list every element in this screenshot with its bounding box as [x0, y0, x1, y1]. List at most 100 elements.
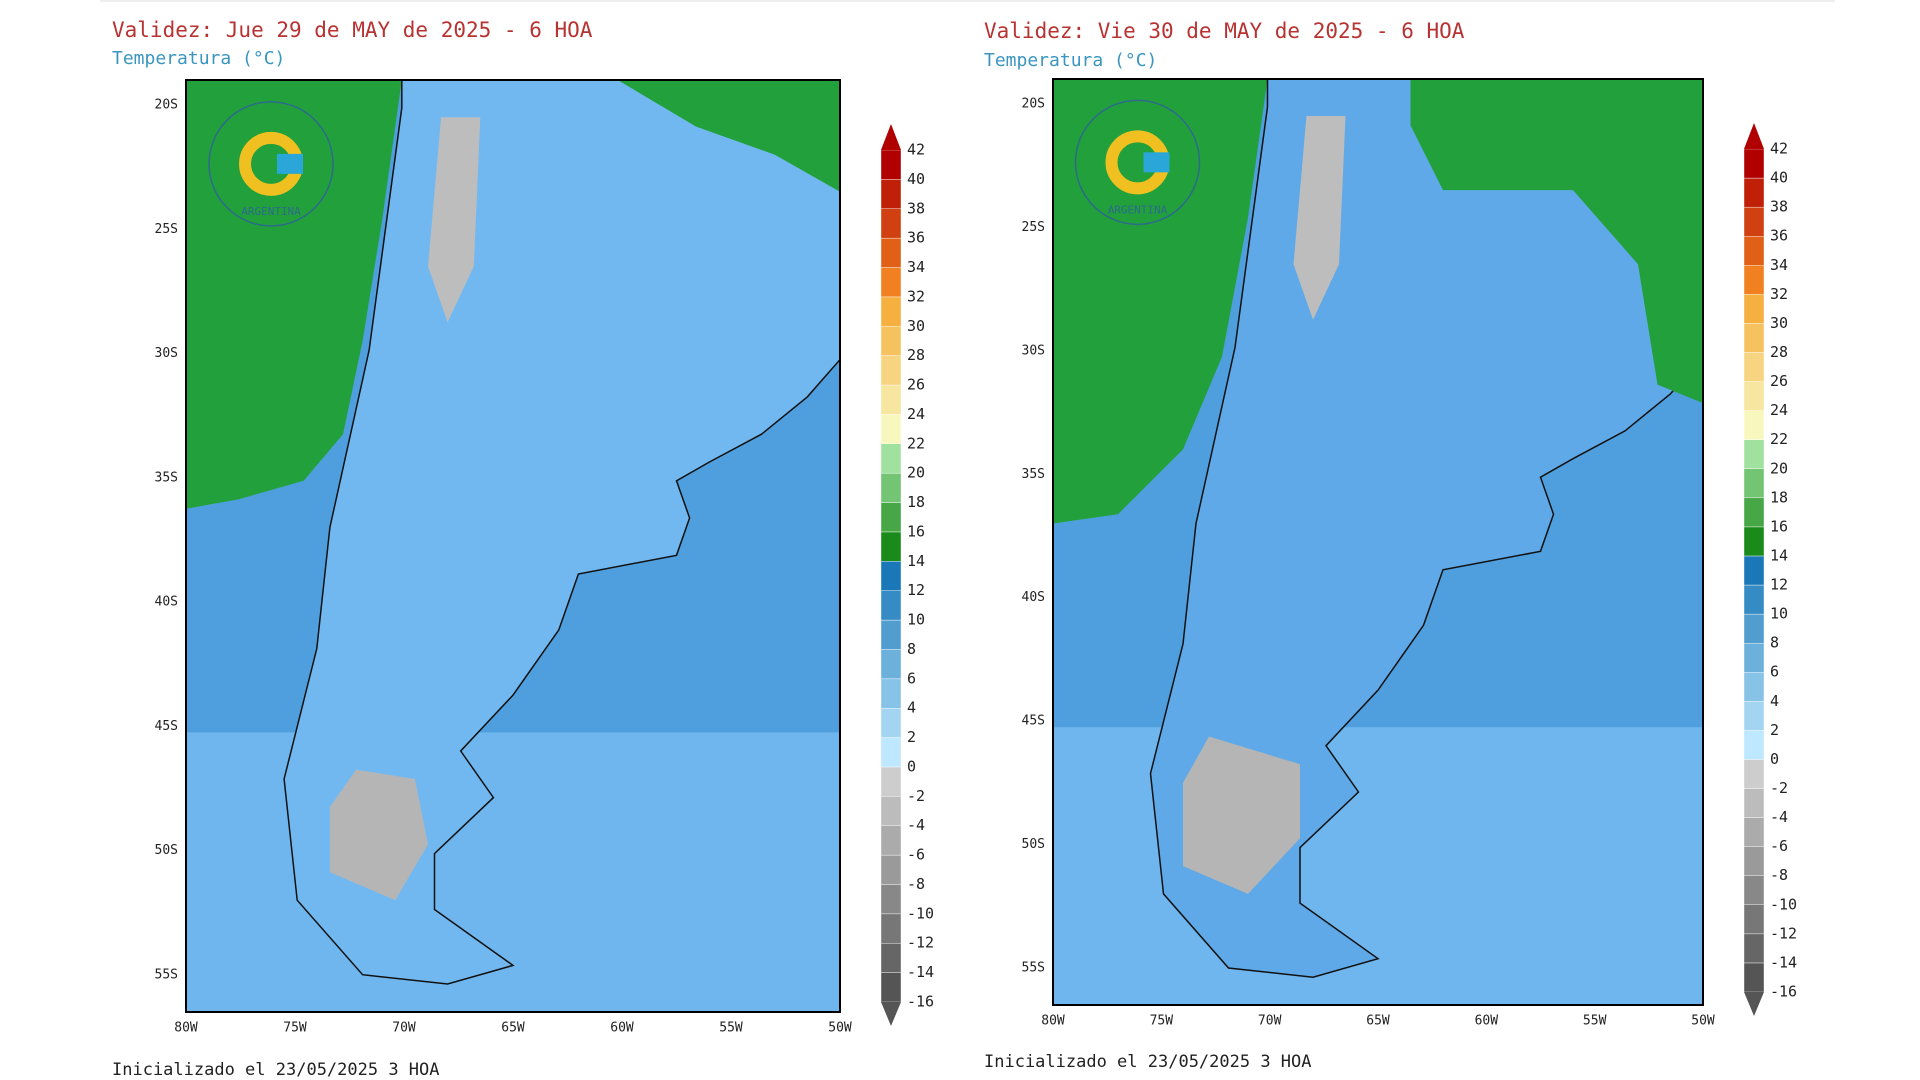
colorbar-box	[880, 678, 902, 709]
colorbar-box	[880, 267, 902, 298]
colorbar-label: 8	[907, 640, 916, 658]
colorbar-box	[1743, 352, 1765, 382]
colorbar-label: 30	[907, 317, 925, 335]
colorbar-box	[880, 502, 902, 533]
colorbar-label: 40	[907, 170, 925, 188]
lat-label: 35S	[155, 470, 178, 485]
colorbar-box	[880, 619, 902, 650]
colorbar-box	[880, 149, 902, 180]
colorbar-label: 18	[907, 493, 925, 511]
colorbar-bottom	[881, 1002, 901, 1026]
colorbar-box	[880, 943, 902, 973]
colorbar-box	[1743, 701, 1765, 731]
lat-label: 45S	[155, 719, 178, 734]
colorbar-label: 26	[1770, 372, 1788, 390]
colorbar-box	[880, 443, 902, 474]
colorbar-label: -16	[1770, 983, 1797, 1001]
colorbar-label: 12	[1770, 576, 1788, 594]
colorbar-label: 0	[1770, 750, 1779, 768]
colorbar-box	[1743, 642, 1765, 673]
colorbar-label: 30	[1770, 314, 1788, 332]
ocean-south	[1053, 727, 1703, 1005]
lon-label: 70W	[1258, 1014, 1282, 1029]
colorbar-label: -14	[1770, 953, 1797, 971]
colorbar-label: 10	[907, 611, 925, 629]
lon-label: 80W	[1041, 1014, 1065, 1029]
colorbar-label: 0	[907, 757, 916, 775]
colorbar-box	[1743, 526, 1765, 557]
colorbar-bottom	[1744, 992, 1764, 1016]
colorbar-label: 40	[1770, 169, 1788, 187]
colorbar-box	[880, 355, 902, 386]
colorbar-label: 36	[1770, 227, 1788, 245]
colorbar-box	[1743, 468, 1765, 499]
lat-label: 55S	[155, 967, 178, 982]
colorbar-label: 24	[907, 405, 925, 423]
lon-label: 75W	[1150, 1014, 1174, 1029]
colorbar-box	[1743, 962, 1765, 993]
lon-label: 60W	[610, 1021, 634, 1036]
colorbar-box	[1743, 759, 1765, 789]
colorbar-label: 34	[907, 258, 925, 276]
colorbar-label: 38	[907, 199, 925, 217]
patagonia-cold	[1183, 736, 1300, 894]
colorbar-box	[1743, 933, 1765, 964]
colorbar-box	[880, 384, 902, 415]
colorbar-box	[880, 208, 902, 239]
green-west	[1053, 79, 1268, 524]
lon-label: 60W	[1475, 1014, 1499, 1029]
colorbar-label: 10	[1770, 605, 1788, 623]
colorbar-box	[880, 796, 902, 826]
lon-label: 70W	[392, 1021, 416, 1036]
lat-label: 20S	[1022, 97, 1045, 112]
ocean-south	[186, 732, 840, 1012]
patagonia-cold	[329, 769, 428, 901]
colorbar-box	[1743, 323, 1765, 353]
colorbar-box	[1743, 555, 1765, 586]
colorbar-top	[881, 124, 901, 150]
forecast-panel: Validez: Jue 29 de MAY de 2025 - 6 HOA Te…	[112, 18, 934, 1080]
colorbar-box	[880, 414, 902, 444]
colorbar-label: 14	[1770, 546, 1788, 564]
colorbar-box	[1743, 410, 1765, 440]
lat-label: 20S	[155, 98, 178, 113]
colorbar-box	[880, 708, 902, 738]
colorbar-box	[880, 296, 902, 327]
green-east	[617, 80, 840, 192]
colorbar-top	[1744, 123, 1764, 149]
colorbar-label: -6	[907, 846, 925, 864]
colorbar-label: 34	[1770, 256, 1788, 274]
panel-subtitle: Temperatura (°C)	[112, 48, 285, 69]
colorbar-label: 18	[1770, 488, 1788, 506]
panel-title: Validez: Jue 29 de MAY de 2025 - 6 HOA	[112, 18, 593, 42]
colorbar-box	[1743, 206, 1765, 237]
colorbar-box	[1743, 265, 1765, 295]
colorbar-label: 36	[907, 229, 925, 247]
colorbar-label: 24	[1770, 401, 1788, 419]
colorbar-label: -8	[907, 875, 925, 893]
colorbar-label: 14	[907, 552, 925, 570]
colorbar-label: 16	[1770, 517, 1788, 535]
colorbar-label: -16	[907, 993, 934, 1011]
lon-label: 75W	[283, 1021, 307, 1036]
colorbar-label: 16	[907, 522, 925, 540]
colorbar-box	[1743, 439, 1765, 469]
colorbar-label: 38	[1770, 198, 1788, 216]
colorbar-label: -2	[907, 787, 925, 805]
colorbar-box	[880, 649, 902, 680]
colorbar-label: 12	[907, 581, 925, 599]
colorbar-box	[1743, 381, 1765, 411]
colorbar-label: -12	[907, 934, 934, 952]
panel-subtitle: Temperatura (°C)	[984, 50, 1157, 71]
andes-cold	[428, 117, 481, 323]
lat-label: 30S	[1022, 343, 1045, 358]
colorbar-label: 20	[907, 464, 925, 482]
colorbar-label: 20	[1770, 459, 1788, 477]
colorbar-box	[1743, 613, 1765, 644]
colorbar-label: 6	[1770, 663, 1779, 681]
colorbar-label: -2	[1770, 779, 1788, 797]
colorbar-label: 22	[1770, 430, 1788, 448]
lat-label: 55S	[1022, 961, 1045, 976]
map-frame	[185, 79, 841, 1013]
